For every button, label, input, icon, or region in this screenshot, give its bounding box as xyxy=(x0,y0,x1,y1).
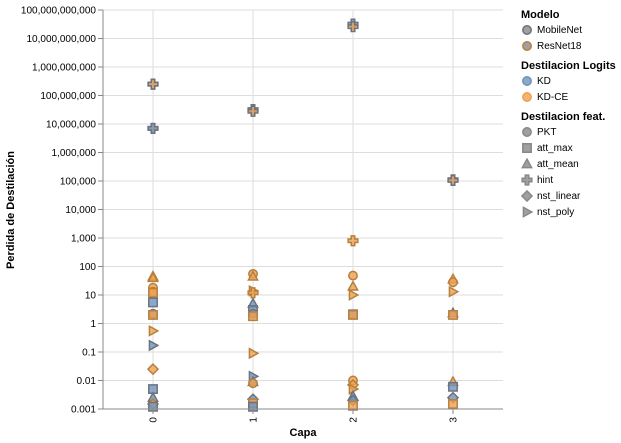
x-tick-label: 0 xyxy=(149,417,160,423)
legend-symbol xyxy=(520,189,534,203)
legend-symbol xyxy=(522,206,534,218)
data-point xyxy=(248,347,260,360)
grid-lines xyxy=(103,9,503,410)
data-point xyxy=(247,105,259,117)
legend: Modelo MobileNet ResNet18 Destilacion Logit… xyxy=(520,9,616,218)
data-point xyxy=(148,339,160,352)
data-point xyxy=(147,122,159,134)
y-tick-label: 100 xyxy=(79,262,96,273)
data-point xyxy=(347,21,359,33)
data-point xyxy=(448,399,458,409)
y-tick-label: 100,000,000 xyxy=(40,91,96,102)
y-axis-title: Perdida de Destilación xyxy=(5,151,17,269)
data-point xyxy=(148,384,158,395)
y-tick-label: 0.1 xyxy=(82,348,96,359)
y-tick-label: 1,000,000 xyxy=(52,148,97,159)
legend-item-label: nst_linear xyxy=(537,191,581,202)
data-point xyxy=(148,297,158,308)
legend-item-label: MobileNet xyxy=(537,25,582,36)
x-tick-label: 1 xyxy=(249,417,260,423)
legend-symbol xyxy=(522,25,532,35)
data-point xyxy=(146,363,160,376)
y-tick-label: 0.001 xyxy=(71,405,96,416)
legend-item-label: ResNet18 xyxy=(537,41,582,52)
data-point xyxy=(448,381,458,392)
legend-symbol xyxy=(522,92,532,102)
y-tick-label: 0.01 xyxy=(77,376,97,387)
legend-symbol xyxy=(522,143,532,153)
y-tick-label: 100,000,000,000 xyxy=(21,6,97,17)
data-point xyxy=(348,400,358,411)
data-point xyxy=(148,309,158,320)
legend-symbol xyxy=(522,41,532,51)
data-point xyxy=(348,309,358,320)
data-point xyxy=(448,277,458,288)
legend-symbol xyxy=(521,157,533,169)
legend-item-label: KD xyxy=(537,76,551,87)
data-point xyxy=(348,270,358,281)
legend-symbol xyxy=(521,174,533,186)
data-point xyxy=(448,309,458,320)
axes: 0.0010.010.11101001,00010,000100,0001,00… xyxy=(21,6,503,423)
legend-item-label: att_mean xyxy=(537,159,579,170)
data-point xyxy=(448,285,460,298)
legend-title: Modelo xyxy=(521,9,560,21)
y-tick-label: 1,000,000,000 xyxy=(32,63,96,74)
legend-symbol xyxy=(522,127,532,137)
y-tick-label: 1,000 xyxy=(71,234,96,245)
data-point xyxy=(347,280,359,291)
legend-item-label: PKT xyxy=(537,127,556,138)
y-tick-label: 1 xyxy=(90,319,96,330)
legend-title: Destilacion feat. xyxy=(521,111,605,123)
y-tick-label: 10 xyxy=(85,291,97,302)
data-point xyxy=(147,78,159,90)
data-point xyxy=(247,287,259,299)
data-point xyxy=(148,287,158,298)
data-point xyxy=(248,311,258,322)
x-tick-label: 2 xyxy=(349,417,360,423)
legend-symbol xyxy=(522,76,532,86)
y-tick-label: 10,000,000,000 xyxy=(26,34,96,45)
data-point xyxy=(348,289,360,301)
data-point xyxy=(248,378,258,389)
data-point xyxy=(247,269,259,281)
legend-item-label: att_max xyxy=(537,143,573,154)
data-point xyxy=(147,271,159,283)
legend-title: Destilacion Logits xyxy=(521,60,616,72)
y-tick-label: 100,000 xyxy=(60,177,97,188)
x-tick-label: 3 xyxy=(449,417,460,423)
y-tick-label: 10,000,000 xyxy=(46,120,96,131)
legend-item-label: nst_poly xyxy=(537,207,574,218)
legend-item-label: hint xyxy=(537,175,553,186)
legend-item-label: KD-CE xyxy=(537,92,568,103)
y-tick-label: 10,000 xyxy=(65,205,96,216)
x-axis-title: Capa xyxy=(290,427,318,439)
data-point xyxy=(148,325,160,337)
data-point xyxy=(447,174,459,186)
data-point xyxy=(347,235,359,247)
data-points xyxy=(146,18,460,412)
